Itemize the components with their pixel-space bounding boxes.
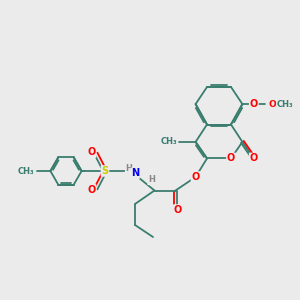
- Text: O: O: [87, 147, 96, 157]
- Text: O: O: [191, 172, 200, 182]
- Text: H: H: [126, 164, 132, 173]
- Text: O: O: [269, 100, 277, 109]
- Text: H: H: [148, 176, 155, 184]
- Text: O: O: [87, 185, 96, 195]
- Text: CH₃: CH₃: [160, 137, 177, 146]
- Text: O: O: [174, 205, 182, 215]
- Text: CH₃: CH₃: [17, 167, 34, 176]
- Text: CH₃: CH₃: [277, 100, 293, 109]
- Text: S: S: [101, 166, 109, 176]
- Text: N: N: [131, 168, 139, 178]
- Text: O: O: [250, 153, 258, 164]
- Text: O: O: [250, 99, 258, 109]
- Text: O: O: [227, 153, 235, 164]
